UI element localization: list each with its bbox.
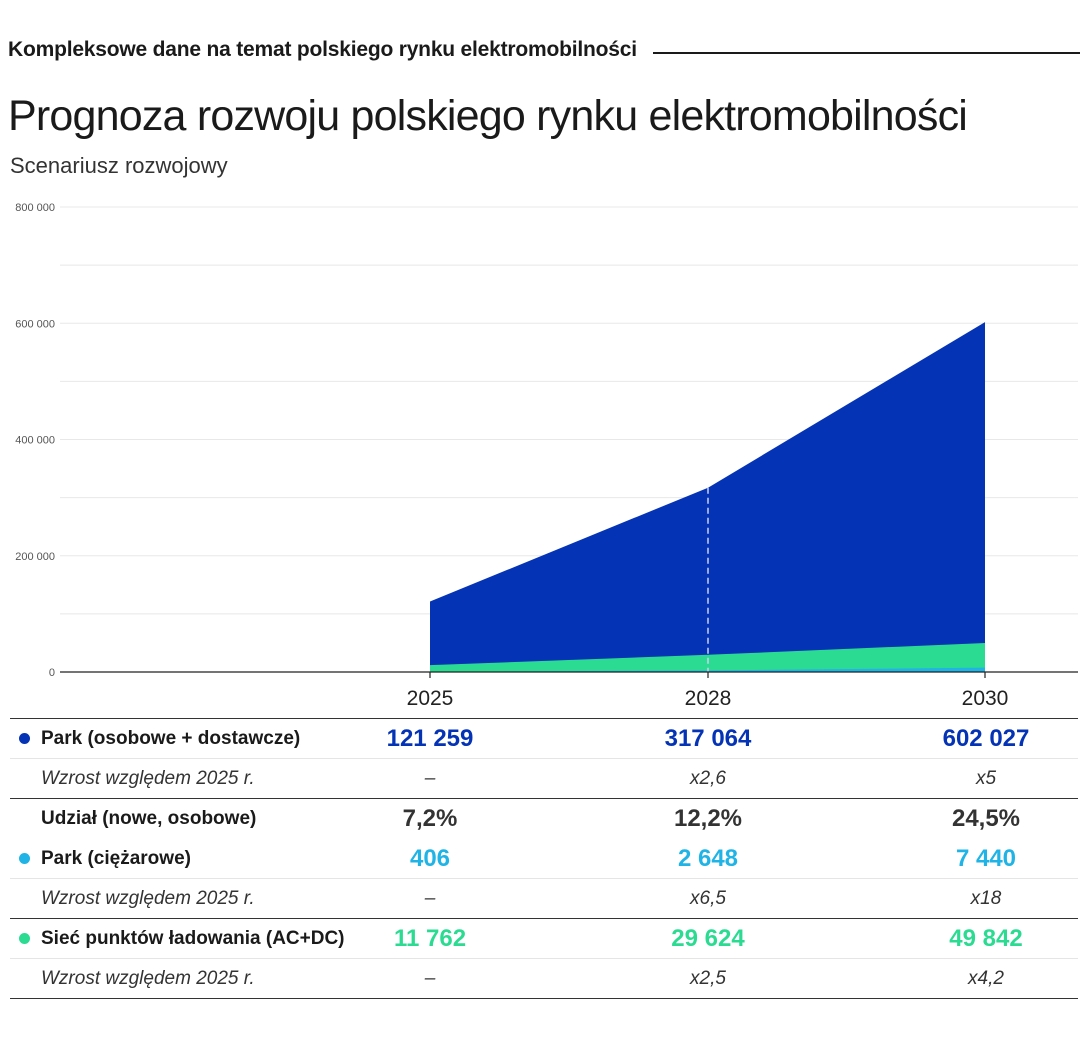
y-tick-label: 0 [49, 667, 55, 679]
value-2028: x6,5 [690, 887, 726, 909]
table-row: Park (ciężarowe) 406 2 648 7 440 [10, 838, 1078, 878]
value-2030: 7 440 [955, 844, 1017, 872]
value-2025: 7,2% [402, 804, 458, 832]
value-2025: – [424, 967, 436, 989]
table-row: Sieć punktów ładowania (AC+DC) 11 762 29… [10, 918, 1078, 958]
x-tick-label: 2025 [407, 687, 454, 710]
value-2028: 2 648 [677, 844, 739, 872]
value-2028: 317 064 [664, 724, 752, 752]
value-2030: 602 027 [942, 724, 1030, 752]
row-label: Wzrost względem 2025 r. [41, 967, 255, 989]
value-2025: 406 [409, 844, 451, 872]
value-2028: x2,5 [690, 967, 726, 989]
row-label: Sieć punktów ładowania (AC+DC) [41, 927, 345, 949]
kicker-rule [652, 52, 1080, 54]
table-row: Wzrost względem 2025 r. – x2,6 x5 [10, 758, 1078, 798]
y-tick-label: 200 000 [15, 551, 55, 563]
value-2028: x2,6 [690, 767, 726, 789]
page-subtitle: Scenariusz rozwojowy [10, 153, 228, 178]
value-2030: 49 842 [949, 924, 1023, 952]
chart-areas [430, 322, 985, 672]
row-label: Park (ciężarowe) [41, 847, 191, 869]
value-2030: 24,5% [951, 804, 1021, 832]
x-tick-label: 2030 [962, 687, 1009, 710]
chart-axes: 0 200 000 400 000 600 000 800 000 2025 2028 203… [15, 202, 1078, 710]
row-label: Wzrost względem 2025 r. [41, 767, 255, 789]
page-title: Prognoza rozwoju polskiego rynku elektro… [8, 92, 968, 140]
value-2028: 29 624 [671, 924, 745, 952]
value-2025: – [424, 767, 436, 789]
area-sie-punkt-w-adowania-ac-dc- [430, 643, 985, 672]
row-label: Udział (nowe, osobowe) [41, 807, 257, 829]
area-park-ci-arowe- [430, 667, 985, 672]
value-2025: – [424, 887, 436, 909]
row-label: Wzrost względem 2025 r. [41, 887, 255, 909]
kicker-text: Kompleksowe dane na temat polskiego rynk… [8, 38, 637, 61]
value-2030: x4,2 [968, 967, 1004, 989]
table-row: Wzrost względem 2025 r. – x2,5 x4,2 [10, 958, 1078, 999]
table-row: Wzrost względem 2025 r. – x6,5 x18 [10, 878, 1078, 918]
area-chart: 0 200 000 400 000 600 000 800 000 2025 2028 203… [15, 202, 1078, 710]
data-table: Park (osobowe + dostawcze) 121 259 317 0… [10, 718, 1078, 999]
table-row: Park (osobowe + dostawcze) 121 259 317 0… [10, 718, 1078, 758]
chart-grid [60, 206, 1078, 615]
legend-dot-cyan [19, 853, 30, 864]
table-row: Udział (nowe, osobowe) 7,2% 12,2% 24,5% [10, 798, 1078, 838]
row-label: Park (osobowe + dostawcze) [41, 727, 301, 749]
y-tick-label: 600 000 [15, 318, 55, 330]
value-2030: x18 [970, 887, 1002, 909]
value-2030: x5 [975, 767, 997, 789]
y-tick-label: 400 000 [15, 435, 55, 447]
x-tick-label: 2028 [685, 687, 732, 710]
value-2028: 12,2% [673, 804, 743, 832]
value-2025: 11 762 [393, 924, 467, 952]
legend-dot-green [19, 933, 30, 944]
y-tick-label: 800 000 [15, 202, 55, 214]
area-park-osobowe-dostawcze- [430, 322, 985, 672]
value-2025: 121 259 [386, 724, 474, 752]
kicker: Kompleksowe dane na temat polskiego rynk… [8, 38, 1080, 62]
legend-dot-navy [19, 733, 30, 744]
